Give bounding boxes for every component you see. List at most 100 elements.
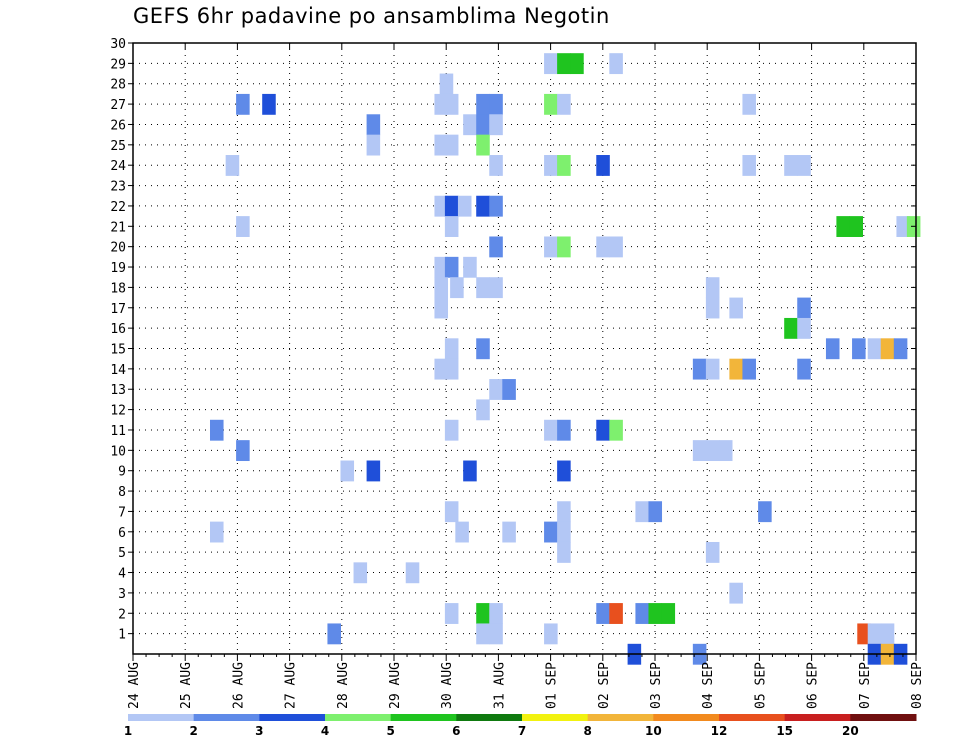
data-cell xyxy=(596,603,610,624)
data-cell xyxy=(609,603,623,624)
data-cell xyxy=(635,603,649,624)
data-cell xyxy=(705,440,720,462)
data-cell xyxy=(476,195,490,217)
plot-frame xyxy=(132,42,917,655)
y-tick-label: 6 xyxy=(118,526,126,541)
colorbar-label: 10 xyxy=(645,724,662,738)
data-cell xyxy=(476,114,490,136)
data-cell xyxy=(489,93,503,115)
x-tick-label: 26 AUG xyxy=(231,662,246,709)
data-cell xyxy=(489,277,503,299)
data-cell xyxy=(705,277,720,299)
data-cell xyxy=(797,358,811,380)
y-tick-label: 9 xyxy=(118,465,126,480)
y-tick-label: 17 xyxy=(110,302,126,317)
data-cell xyxy=(557,93,571,115)
colorbar-swatch xyxy=(522,714,589,721)
data-cell xyxy=(434,297,449,319)
data-cell xyxy=(544,521,558,543)
x-tick-label: 08 SEP xyxy=(910,662,925,709)
data-cell xyxy=(729,358,743,380)
y-tick-label: 13 xyxy=(110,383,126,398)
data-cell xyxy=(489,114,503,136)
y-tick-label: 12 xyxy=(110,404,126,419)
data-cell xyxy=(544,236,558,258)
data-cell xyxy=(797,317,811,339)
data-cell xyxy=(849,216,863,237)
data-cell xyxy=(463,114,477,136)
colorbar-swatch xyxy=(128,714,195,721)
data-cell xyxy=(570,53,584,75)
data-cell xyxy=(434,134,449,156)
x-tick-label: 06 SEP xyxy=(806,662,821,709)
x-tick-label: 28 AUG xyxy=(336,662,351,709)
colorbar-label: 1 xyxy=(124,724,132,738)
data-cell xyxy=(797,297,811,319)
data-cell xyxy=(718,440,733,462)
data-cell xyxy=(489,155,503,176)
y-tick-label: 26 xyxy=(110,118,126,133)
data-cell xyxy=(557,521,571,543)
data-cell xyxy=(434,195,449,217)
data-cell xyxy=(557,53,571,75)
data-cell xyxy=(729,582,743,604)
y-tick-label: 16 xyxy=(110,322,126,337)
x-tick-label: 31 AUG xyxy=(492,662,507,709)
colorbar-label: 12 xyxy=(711,724,728,738)
y-tick-label: 8 xyxy=(118,485,126,500)
data-cell xyxy=(609,419,623,441)
x-tick-label: 30 AUG xyxy=(440,662,455,709)
colorbar-swatch xyxy=(193,714,260,721)
data-cell xyxy=(444,419,459,441)
y-tick-label: 4 xyxy=(118,567,126,582)
data-cell xyxy=(444,256,459,278)
data-cell xyxy=(444,338,459,360)
data-cell xyxy=(476,93,490,115)
x-tick-label: 25 AUG xyxy=(179,662,194,709)
data-cell xyxy=(557,155,571,176)
data-cell xyxy=(444,93,459,115)
data-cell xyxy=(557,541,571,563)
data-cell xyxy=(209,419,224,441)
colorbar-swatch xyxy=(587,714,654,721)
colorbar-swatch xyxy=(784,714,851,721)
y-tick-label: 1 xyxy=(118,628,126,643)
data-cell xyxy=(692,358,707,380)
y-tick-label: 29 xyxy=(110,57,126,72)
data-cell xyxy=(797,155,811,176)
data-cell xyxy=(544,53,558,75)
data-cell xyxy=(609,53,623,75)
y-tick-label: 18 xyxy=(110,281,126,296)
data-cell xyxy=(596,236,610,258)
data-cell xyxy=(784,155,798,176)
colorbar-swatch xyxy=(653,714,720,721)
data-cell xyxy=(236,93,250,115)
data-cell xyxy=(635,501,649,523)
x-tick-label: 29 AUG xyxy=(388,662,403,709)
y-tick-label: 21 xyxy=(110,220,126,235)
data-cell xyxy=(434,358,449,380)
data-cell xyxy=(661,603,676,624)
data-cell xyxy=(455,521,469,543)
data-cell xyxy=(880,623,895,645)
colorbar-label: 8 xyxy=(583,724,591,738)
y-tick-label: 30 xyxy=(110,37,126,52)
data-cell xyxy=(867,338,882,360)
data-cell xyxy=(476,603,490,624)
data-cell xyxy=(489,236,503,258)
x-tick-label: 05 SEP xyxy=(753,662,768,709)
data-cell xyxy=(836,216,850,237)
data-cell xyxy=(434,256,449,278)
data-cell xyxy=(784,317,798,339)
y-tick-label: 24 xyxy=(110,159,126,174)
data-cell xyxy=(463,256,477,278)
data-cell xyxy=(852,338,866,360)
data-cell xyxy=(705,297,720,319)
y-tick-label: 14 xyxy=(110,363,126,378)
data-cell xyxy=(225,155,240,176)
data-cell xyxy=(476,134,490,156)
y-tick-label: 2 xyxy=(118,607,126,622)
data-cell xyxy=(262,93,276,115)
colorbar-label: 6 xyxy=(452,724,460,738)
